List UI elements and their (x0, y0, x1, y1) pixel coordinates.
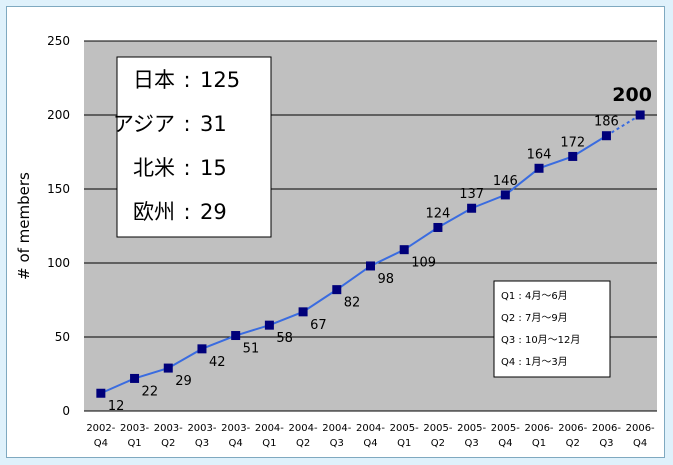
data-label-6: 67 (310, 318, 327, 333)
x-tick-14: 2006-Q2 (558, 423, 587, 449)
y-tick-50: 50 (55, 330, 70, 344)
data-labels: 12 22 29 42 51 58 67 82 98 109 124 137 146 164 172 186 2… (108, 84, 652, 414)
x-tick-2: 2003-Q2 (154, 423, 183, 449)
point-2005-Q3 (467, 203, 477, 213)
series-line-projected (605, 114, 641, 137)
data-label-13: 164 (527, 147, 552, 162)
chart-frame: 0 50 100 150 200 250 2002-Q4 2003-Q1 2003-Q2 200… (6, 6, 665, 458)
x-tick-3: 2003-Q3 (187, 423, 216, 449)
point-2006-Q1 (534, 163, 544, 173)
x-tick-6: 2004-Q2 (289, 423, 318, 449)
data-label-9: 109 (411, 256, 436, 271)
x-tick-11: 2005-Q3 (457, 423, 486, 449)
x-tick-1: 2003-Q1 (120, 423, 149, 449)
y-tick-200: 200 (47, 108, 70, 122)
data-label-15: 186 (594, 115, 619, 130)
data-label-3: 42 (209, 355, 226, 370)
data-label-4: 51 (243, 342, 260, 357)
point-2006-Q3 (601, 131, 611, 141)
data-label-1: 22 (142, 384, 159, 399)
point-2006-Q4 (635, 110, 645, 120)
region-value-1: 31 (200, 112, 227, 136)
x-tick-10: 2005-Q2 (423, 423, 452, 449)
x-tick-5: 2004-Q1 (255, 423, 284, 449)
region-name-2: 北米 (133, 156, 175, 180)
region-value-3: 29 (200, 200, 227, 224)
point-2006-Q2 (568, 151, 578, 161)
x-tick-7: 2004-Q3 (322, 423, 351, 449)
region-separator-1: : (183, 112, 190, 136)
region-separator-3: : (183, 200, 190, 224)
x-tick-15: 2006-Q3 (592, 423, 621, 449)
point-2004-Q2 (298, 307, 308, 317)
region-separator-0: : (183, 68, 190, 92)
region-separator-2: : (183, 156, 190, 180)
data-label-16: 200 (612, 84, 652, 106)
x-axis-ticks: 2002-Q42003-Q12003-Q22003-Q32003-Q42004-… (86, 423, 655, 449)
point-2005-Q1 (399, 245, 409, 255)
quarter-legend-item-0: Q1 : 4月～6月 (501, 290, 568, 302)
data-label-5: 58 (276, 331, 293, 346)
region-value-2: 15 (200, 156, 227, 180)
point-2003-Q4 (231, 331, 241, 341)
y-axis-label: # of members (15, 172, 33, 280)
data-label-2: 29 (175, 374, 192, 389)
quarter-legend-box: Q1 : 4月～6月 Q2 : 7月～9月 Q3 : 10月～12月 Q4 : 1月～… (493, 280, 611, 378)
quarter-legend-item-2: Q3 : 10月～12月 (501, 334, 580, 346)
data-label-12: 146 (493, 174, 518, 189)
x-tick-12: 2005-Q4 (491, 423, 520, 449)
point-2003-Q3 (197, 344, 207, 354)
data-label-10: 124 (425, 206, 450, 221)
point-2005-Q2 (433, 222, 443, 232)
data-label-7: 82 (344, 296, 361, 311)
y-tick-150: 150 (47, 182, 70, 196)
y-axis-ticks: 0 50 100 150 200 250 (47, 34, 70, 418)
point-2002-Q4 (96, 388, 106, 398)
region-value-0: 125 (200, 68, 240, 92)
x-tick-0: 2002-Q4 (86, 423, 115, 449)
x-tick-4: 2003-Q4 (221, 423, 250, 449)
region-name-1: アジア (113, 112, 175, 136)
x-tick-9: 2005-Q1 (390, 423, 419, 449)
x-tick-8: 2004-Q4 (356, 423, 385, 449)
y-tick-100: 100 (47, 256, 70, 270)
point-2004-Q1 (264, 320, 274, 330)
point-2003-Q1 (130, 373, 140, 383)
data-label-8: 98 (378, 272, 395, 287)
point-2004-Q4 (366, 261, 375, 271)
y-tick-250: 250 (47, 34, 70, 48)
data-label-11: 137 (459, 187, 484, 202)
data-label-14: 172 (560, 135, 585, 150)
point-2005-Q4 (500, 190, 510, 200)
data-label-0: 12 (108, 399, 125, 414)
y-tick-0: 0 (62, 404, 70, 418)
x-tick-16: 2006-Q4 (626, 423, 655, 449)
region-name-0: 日本 (133, 68, 175, 92)
region-name-3: 欧州 (133, 200, 175, 224)
x-tick-13: 2006-Q1 (524, 423, 553, 449)
point-2004-Q3 (332, 285, 342, 295)
quarter-legend-item-3: Q4 : 1月～3月 (501, 356, 568, 368)
quarter-legend-item-1: Q2 : 7月～9月 (501, 312, 568, 324)
point-2003-Q2 (163, 363, 173, 373)
series-members (96, 110, 645, 398)
series-line (100, 134, 607, 395)
